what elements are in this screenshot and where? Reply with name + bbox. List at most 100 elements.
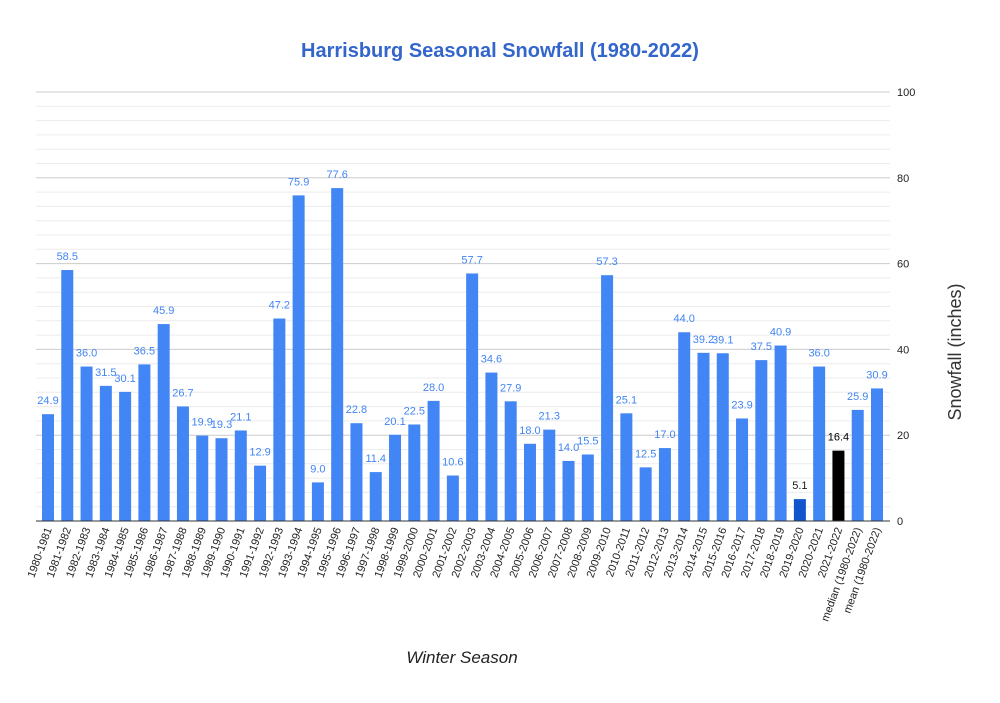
data-label: 45.9 — [153, 305, 174, 317]
data-label: 34.6 — [481, 354, 502, 366]
bar — [331, 188, 344, 521]
data-label: 36.0 — [808, 348, 829, 360]
data-label: 12.5 — [635, 448, 656, 460]
y-tick-label: 0 — [897, 516, 903, 528]
x-axis-ticks: 1980-19811981-19821982-19831983-19841984… — [26, 526, 884, 623]
data-label: 10.6 — [442, 457, 463, 469]
data-label: 22.8 — [346, 404, 367, 416]
bar — [234, 430, 247, 521]
data-label: 9.0 — [310, 463, 325, 475]
y-tick-label: 20 — [897, 430, 909, 442]
data-label: 27.9 — [500, 382, 521, 394]
bar — [523, 443, 536, 521]
data-label: 31.5 — [95, 367, 116, 379]
data-label: 30.9 — [866, 369, 887, 381]
bar — [658, 448, 671, 521]
data-label: 16.4 — [828, 432, 849, 444]
data-label: 28.0 — [423, 382, 444, 394]
bar — [215, 438, 228, 521]
bar — [851, 409, 864, 521]
y-tick-label: 80 — [897, 173, 909, 185]
bar — [581, 454, 594, 521]
bar — [543, 429, 556, 521]
bar — [716, 353, 729, 521]
bar — [42, 414, 54, 521]
data-label: 11.4 — [365, 453, 386, 465]
bar — [292, 195, 305, 521]
bar — [350, 423, 363, 521]
data-label: 37.5 — [751, 341, 772, 353]
data-label: 12.9 — [249, 447, 270, 459]
bar — [485, 372, 498, 521]
bar — [871, 388, 883, 521]
data-labels: 24.9 58.5 36.0 31.530.1 36.5 45.9 26.7 19.919.3… — [37, 169, 887, 492]
bar — [311, 482, 324, 521]
bar — [562, 460, 575, 521]
data-label: 77.6 — [326, 169, 347, 181]
bar — [466, 273, 479, 521]
data-label: 36.5 — [134, 345, 155, 357]
y-tick-label: 100 — [897, 87, 915, 99]
bar — [832, 450, 845, 521]
bar — [157, 324, 170, 521]
bar — [639, 467, 652, 521]
data-label: 39.2 — [693, 334, 714, 346]
data-label: 24.9 — [37, 395, 58, 407]
bar — [369, 472, 382, 521]
bar — [774, 345, 787, 521]
data-label: 15.5 — [577, 436, 598, 448]
data-label: 19.9 — [192, 417, 213, 429]
data-label: 17.0 — [654, 429, 675, 441]
data-label: 30.1 — [114, 373, 135, 385]
data-label: 58.5 — [57, 251, 78, 263]
bar — [389, 434, 402, 521]
bar — [427, 400, 440, 521]
data-label: 23.9 — [731, 399, 752, 411]
y-axis-title: Snowfall (inches) — [945, 283, 965, 420]
x-axis-title: Winter Season — [406, 648, 517, 667]
bar — [504, 401, 517, 521]
data-label: 57.7 — [461, 254, 482, 266]
data-label: 19.3 — [211, 419, 232, 431]
data-label: 14.0 — [558, 442, 579, 454]
data-label: 39.1 — [712, 334, 733, 346]
bar — [697, 352, 710, 521]
bar — [620, 413, 633, 521]
data-label: 25.1 — [616, 394, 637, 406]
bar — [273, 318, 286, 521]
data-label: 22.5 — [404, 405, 425, 417]
bar — [176, 406, 189, 521]
bar — [61, 270, 74, 521]
bar — [678, 332, 691, 521]
bar — [446, 475, 459, 521]
data-label: 21.3 — [539, 411, 560, 423]
bar — [755, 360, 768, 521]
bar — [196, 435, 209, 521]
chart-title: Harrisburg Seasonal Snowfall (1980-2022) — [301, 40, 699, 62]
bar — [813, 366, 826, 521]
bars — [42, 188, 883, 521]
bar — [408, 424, 421, 521]
data-label: 36.0 — [76, 348, 97, 360]
y-axis-ticks: 0 20 40 60 80 100 — [897, 87, 915, 528]
bar — [254, 465, 267, 521]
bar — [80, 366, 93, 521]
bar — [793, 499, 806, 521]
bar — [601, 275, 614, 521]
data-label: 20.1 — [384, 416, 405, 428]
bar — [99, 385, 112, 521]
data-label: 21.1 — [230, 411, 251, 423]
y-tick-label: 40 — [897, 344, 909, 356]
data-label: 40.9 — [770, 327, 791, 339]
y-tick-label: 60 — [897, 259, 909, 271]
bar — [119, 391, 132, 521]
data-label: 44.0 — [673, 313, 694, 325]
data-label: 5.1 — [792, 480, 807, 492]
data-label: 57.3 — [596, 256, 617, 268]
data-label: 75.9 — [288, 176, 309, 188]
data-label: 26.7 — [172, 387, 193, 399]
data-label: 25.9 — [847, 391, 868, 403]
bar — [736, 418, 749, 521]
data-label: 18.0 — [519, 425, 540, 437]
